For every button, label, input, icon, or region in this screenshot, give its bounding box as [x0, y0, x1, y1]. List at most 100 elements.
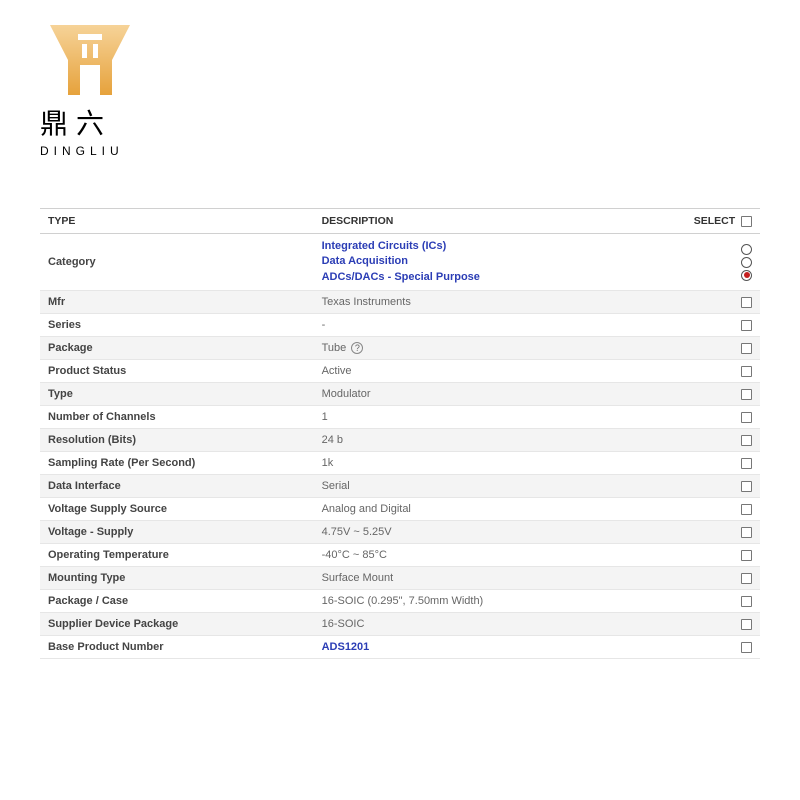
row-select [686, 291, 760, 314]
row-checkbox[interactable] [741, 573, 752, 584]
table-row-category: Category Integrated Circuits (ICs) Data Ac… [40, 234, 760, 291]
select-all-checkbox[interactable] [741, 216, 752, 227]
row-value: Analog and Digital [314, 498, 686, 521]
table-row: Base Product Number ADS1201 [40, 636, 760, 659]
table-row: Mounting TypeSurface Mount [40, 567, 760, 590]
row-select [686, 636, 760, 659]
row-label: Mounting Type [40, 567, 314, 590]
value-link[interactable]: ADS1201 [322, 641, 370, 653]
row-select [686, 544, 760, 567]
row-select [686, 429, 760, 452]
brand-latin-text: DINGLIU [40, 144, 760, 158]
row-checkbox[interactable] [741, 504, 752, 515]
row-select [686, 383, 760, 406]
row-label: Product Status [40, 360, 314, 383]
table-row: Voltage Supply SourceAnalog and Digital [40, 498, 760, 521]
row-value: 16-SOIC [314, 613, 686, 636]
row-value: 24 b [314, 429, 686, 452]
table-row: Series- [40, 314, 760, 337]
brand-logo-icon [40, 20, 140, 100]
category-radio[interactable] [741, 244, 752, 255]
row-value: 1k [314, 452, 686, 475]
row-label: Type [40, 383, 314, 406]
row-checkbox[interactable] [741, 320, 752, 331]
row-value: Texas Instruments [314, 291, 686, 314]
row-checkbox[interactable] [741, 458, 752, 469]
row-checkbox[interactable] [741, 527, 752, 538]
spec-table-wrap: TYPE DESCRIPTION SELECT CategoryIntegrat… [0, 168, 800, 659]
brand-cjk-text: 鼎六 [40, 102, 112, 142]
row-label: Number of Channels [40, 406, 314, 429]
row-label: Sampling Rate (Per Second) [40, 452, 314, 475]
row-checkbox[interactable] [741, 596, 752, 607]
table-header-row: TYPE DESCRIPTION SELECT [40, 209, 760, 234]
row-select [686, 452, 760, 475]
row-label: Voltage Supply Source [40, 498, 314, 521]
row-value: ADS1201 [314, 636, 686, 659]
header-description: DESCRIPTION [314, 209, 686, 234]
row-select [686, 360, 760, 383]
row-select [686, 521, 760, 544]
row-select [686, 590, 760, 613]
row-value: 16-SOIC (0.295", 7.50mm Width) [314, 590, 686, 613]
row-value: - [314, 314, 686, 337]
row-checkbox[interactable] [741, 481, 752, 492]
table-row: PackageTube ? [40, 337, 760, 360]
logo-area: 鼎六 DINGLIU [0, 0, 800, 168]
row-label: Data Interface [40, 475, 314, 498]
table-row: MfrTexas Instruments [40, 291, 760, 314]
row-select [686, 406, 760, 429]
row-checkbox[interactable] [741, 435, 752, 446]
category-link[interactable]: Integrated Circuits (ICs) [322, 240, 447, 252]
table-row: Package / Case16-SOIC (0.295", 7.50mm Wi… [40, 590, 760, 613]
row-select [686, 475, 760, 498]
table-row: Data InterfaceSerial [40, 475, 760, 498]
row-select [686, 567, 760, 590]
category-radio[interactable] [741, 270, 752, 281]
row-value: Surface Mount [314, 567, 686, 590]
row-label: Voltage - Supply [40, 521, 314, 544]
category-link[interactable]: ADCs/DACs - Special Purpose [322, 271, 480, 283]
row-value: 4.75V ~ 5.25V [314, 521, 686, 544]
row-checkbox[interactable] [741, 297, 752, 308]
row-value: Tube ? [314, 337, 686, 360]
row-value: 1 [314, 406, 686, 429]
row-label: Operating Temperature [40, 544, 314, 567]
row-value: Integrated Circuits (ICs) Data Acquisitio… [314, 234, 686, 291]
row-label: Series [40, 314, 314, 337]
table-row: Supplier Device Package16-SOIC [40, 613, 760, 636]
row-select [686, 314, 760, 337]
table-row: Sampling Rate (Per Second)1k [40, 452, 760, 475]
row-select [686, 234, 760, 291]
row-label: Base Product Number [40, 636, 314, 659]
table-row: Product StatusActive [40, 360, 760, 383]
row-value: Serial [314, 475, 686, 498]
row-label: Package / Case [40, 590, 314, 613]
table-row: Voltage - Supply4.75V ~ 5.25V [40, 521, 760, 544]
category-radio[interactable] [741, 257, 752, 268]
row-label: Mfr [40, 291, 314, 314]
help-icon[interactable]: ? [351, 342, 363, 354]
header-select: SELECT [686, 209, 760, 234]
row-checkbox[interactable] [741, 389, 752, 400]
row-checkbox[interactable] [741, 366, 752, 377]
row-label: Resolution (Bits) [40, 429, 314, 452]
table-row: Resolution (Bits)24 b [40, 429, 760, 452]
row-label: Supplier Device Package [40, 613, 314, 636]
row-checkbox[interactable] [741, 412, 752, 423]
table-row: TypeModulator [40, 383, 760, 406]
category-link[interactable]: Data Acquisition [322, 255, 408, 267]
row-label: Category [40, 234, 314, 291]
row-checkbox[interactable] [741, 343, 752, 354]
row-checkbox[interactable] [741, 550, 752, 561]
row-label: Package [40, 337, 314, 360]
row-value: Modulator [314, 383, 686, 406]
row-select [686, 337, 760, 360]
spec-table: TYPE DESCRIPTION SELECT CategoryIntegrat… [40, 208, 760, 659]
row-checkbox[interactable] [741, 619, 752, 630]
header-type: TYPE [40, 209, 314, 234]
header-select-label: SELECT [694, 215, 735, 227]
row-select [686, 498, 760, 521]
row-checkbox[interactable] [741, 642, 752, 653]
table-row: Number of Channels1 [40, 406, 760, 429]
